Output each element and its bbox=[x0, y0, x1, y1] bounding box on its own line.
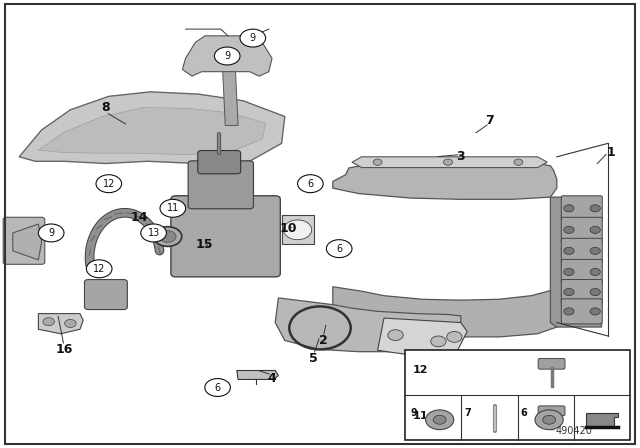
Polygon shape bbox=[282, 215, 314, 244]
FancyBboxPatch shape bbox=[561, 217, 602, 242]
Text: 12: 12 bbox=[93, 264, 106, 274]
Text: 6: 6 bbox=[214, 383, 221, 392]
Circle shape bbox=[65, 319, 76, 327]
FancyBboxPatch shape bbox=[561, 259, 602, 284]
Polygon shape bbox=[352, 157, 547, 168]
Circle shape bbox=[38, 224, 64, 242]
Polygon shape bbox=[586, 413, 618, 426]
Wedge shape bbox=[284, 220, 312, 240]
FancyBboxPatch shape bbox=[561, 196, 602, 221]
Circle shape bbox=[214, 47, 240, 65]
Polygon shape bbox=[550, 197, 602, 327]
Text: 6: 6 bbox=[520, 408, 527, 418]
FancyBboxPatch shape bbox=[188, 161, 253, 209]
Text: 3: 3 bbox=[456, 150, 465, 164]
Circle shape bbox=[154, 227, 182, 246]
Text: 11: 11 bbox=[413, 411, 428, 421]
Text: 13: 13 bbox=[147, 228, 160, 238]
Text: 9: 9 bbox=[224, 51, 230, 61]
Circle shape bbox=[205, 379, 230, 396]
Circle shape bbox=[535, 410, 563, 430]
Polygon shape bbox=[13, 224, 42, 260]
Text: 8: 8 bbox=[101, 101, 110, 114]
Polygon shape bbox=[378, 318, 467, 355]
Circle shape bbox=[141, 224, 166, 242]
Polygon shape bbox=[237, 370, 278, 379]
FancyBboxPatch shape bbox=[84, 280, 127, 310]
Text: 14: 14 bbox=[131, 211, 148, 224]
Circle shape bbox=[514, 159, 523, 165]
FancyBboxPatch shape bbox=[561, 280, 602, 305]
FancyBboxPatch shape bbox=[561, 238, 602, 263]
Text: 7: 7 bbox=[464, 408, 471, 418]
Circle shape bbox=[388, 330, 403, 340]
Circle shape bbox=[564, 247, 574, 254]
Bar bbox=[405, 350, 630, 440]
Circle shape bbox=[433, 415, 446, 424]
Text: 5: 5 bbox=[309, 352, 318, 365]
Text: 15: 15 bbox=[196, 237, 214, 251]
Circle shape bbox=[426, 410, 454, 430]
Polygon shape bbox=[182, 36, 272, 76]
Text: 2: 2 bbox=[319, 334, 328, 347]
Circle shape bbox=[96, 175, 122, 193]
Circle shape bbox=[564, 289, 574, 296]
Circle shape bbox=[590, 205, 600, 212]
Polygon shape bbox=[19, 92, 285, 164]
Text: 9: 9 bbox=[250, 33, 256, 43]
Circle shape bbox=[326, 240, 352, 258]
Circle shape bbox=[431, 336, 446, 347]
Circle shape bbox=[590, 226, 600, 233]
Text: 16: 16 bbox=[55, 343, 73, 356]
FancyBboxPatch shape bbox=[198, 151, 241, 174]
Text: 490420: 490420 bbox=[556, 426, 593, 436]
Circle shape bbox=[86, 260, 112, 278]
Circle shape bbox=[590, 308, 600, 315]
Circle shape bbox=[298, 175, 323, 193]
Circle shape bbox=[447, 332, 462, 342]
FancyBboxPatch shape bbox=[538, 406, 565, 416]
Circle shape bbox=[159, 231, 176, 242]
Text: 6: 6 bbox=[336, 244, 342, 254]
Circle shape bbox=[160, 199, 186, 217]
Polygon shape bbox=[333, 287, 557, 337]
Circle shape bbox=[373, 159, 382, 165]
Text: 9: 9 bbox=[410, 408, 417, 418]
Text: 12: 12 bbox=[413, 365, 428, 375]
FancyBboxPatch shape bbox=[171, 196, 280, 277]
Circle shape bbox=[564, 268, 574, 276]
Circle shape bbox=[240, 29, 266, 47]
Circle shape bbox=[590, 268, 600, 276]
Text: 7: 7 bbox=[485, 114, 494, 128]
Circle shape bbox=[543, 415, 556, 424]
Polygon shape bbox=[275, 298, 461, 352]
Polygon shape bbox=[38, 108, 266, 155]
Polygon shape bbox=[333, 158, 557, 199]
Text: 10: 10 bbox=[279, 222, 297, 235]
Text: 4: 4 bbox=[268, 372, 276, 385]
FancyBboxPatch shape bbox=[538, 358, 565, 369]
Text: 1: 1 bbox=[607, 146, 616, 159]
Circle shape bbox=[590, 247, 600, 254]
FancyBboxPatch shape bbox=[561, 299, 602, 324]
Circle shape bbox=[43, 318, 54, 326]
Circle shape bbox=[444, 159, 452, 165]
Circle shape bbox=[564, 205, 574, 212]
Text: 12: 12 bbox=[102, 179, 115, 189]
Text: 11: 11 bbox=[166, 203, 179, 213]
Circle shape bbox=[564, 226, 574, 233]
Text: 6: 6 bbox=[307, 179, 314, 189]
Circle shape bbox=[590, 289, 600, 296]
Text: 9: 9 bbox=[48, 228, 54, 238]
Circle shape bbox=[564, 308, 574, 315]
Polygon shape bbox=[223, 72, 238, 125]
Polygon shape bbox=[38, 314, 83, 334]
FancyBboxPatch shape bbox=[3, 217, 45, 264]
